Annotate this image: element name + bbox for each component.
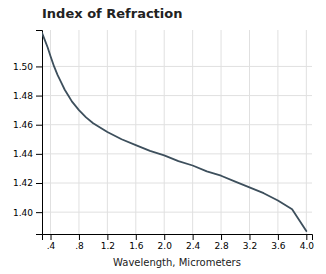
grid-line [135,30,136,234]
tick: 3.2 [243,234,257,251]
grid-line [192,30,193,234]
tick-mark [36,96,42,97]
tick-label: 1.6 [129,241,144,251]
tick-mark [36,66,42,67]
grid-line [42,66,312,67]
tick: 1.2 [101,234,115,251]
title: Index of Refraction [42,6,182,21]
tick-mark [306,234,307,240]
grid-line [42,212,312,213]
tick-label: 1.40 [13,208,33,218]
tick-mark [136,234,137,240]
chart: .4 .8 1.2 1.6 2.0 2.4 2.8 3.2 3.6 4.0 1.40 1.42 1.44… [0,0,326,274]
tick: 4.0 [300,234,315,251]
tick-mark [193,234,194,240]
x-axis-title: Wavelength, Micrometers [113,257,241,268]
x-axis: .4 .8 1.2 1.6 2.0 2.4 2.8 3.2 3.6 4.0 [43,234,315,251]
tick: 1.42 [13,178,42,188]
tick: 2.4 [186,234,201,251]
tick-label: 1.42 [13,178,33,188]
tick: 2.8 [214,234,229,251]
tick: 1.40 [13,208,42,218]
tick-mark [36,212,42,213]
grid-line [164,30,165,234]
grid-line [277,30,278,234]
tick-mark [278,234,279,240]
tick-mark [249,234,250,240]
tick-label: 2.8 [214,241,229,251]
tick: .4 [47,234,56,251]
grid-line [42,183,312,184]
tick-mark [79,234,80,240]
series [42,33,306,231]
tick-label: 1.46 [13,120,33,130]
tick: .8 [75,234,84,251]
tick: 1.46 [13,120,42,130]
tick-label: 2.0 [158,241,173,251]
tick-mark [107,234,108,240]
grid-line [42,95,312,96]
tick-label: 3.6 [271,241,286,251]
tick: 3.6 [271,234,286,251]
tick-mark [221,234,222,240]
grid-line [306,30,307,234]
tick-mark [36,183,42,184]
grid-line [42,153,312,154]
tick-mark [36,125,42,126]
axis-line [36,31,43,235]
tick-label: 3.2 [243,241,257,251]
tick-mark [164,234,165,240]
line [42,33,306,231]
tick: 2.0 [158,234,173,251]
grid-line [249,30,250,234]
tick: 1.48 [13,91,42,101]
tick-label: 1.2 [101,241,115,251]
grid-line [42,124,312,125]
tick: 1.6 [129,234,144,251]
tick-label: .8 [75,241,84,251]
tick-label: 1.44 [13,149,33,159]
axis-line [43,235,313,241]
tick-mark [36,154,42,155]
tick-label: 1.50 [13,62,33,72]
tick-label: .4 [47,241,56,251]
grid-line [50,30,51,234]
tick-label: 1.48 [13,91,33,101]
tick-label: 2.4 [186,241,201,251]
plot-area: .4 .8 1.2 1.6 2.0 2.4 2.8 3.2 3.6 4.0 1.40 1.42 1.44… [13,30,314,251]
tick: 1.50 [13,62,42,72]
tick-label: 4.0 [300,241,315,251]
y-axis: 1.40 1.42 1.44 1.46 1.48 1.50 [13,31,43,235]
grid-line [78,30,79,234]
tick-mark [51,234,52,240]
tick: 1.44 [13,149,42,159]
grid-line [221,30,222,234]
grid [42,30,312,234]
